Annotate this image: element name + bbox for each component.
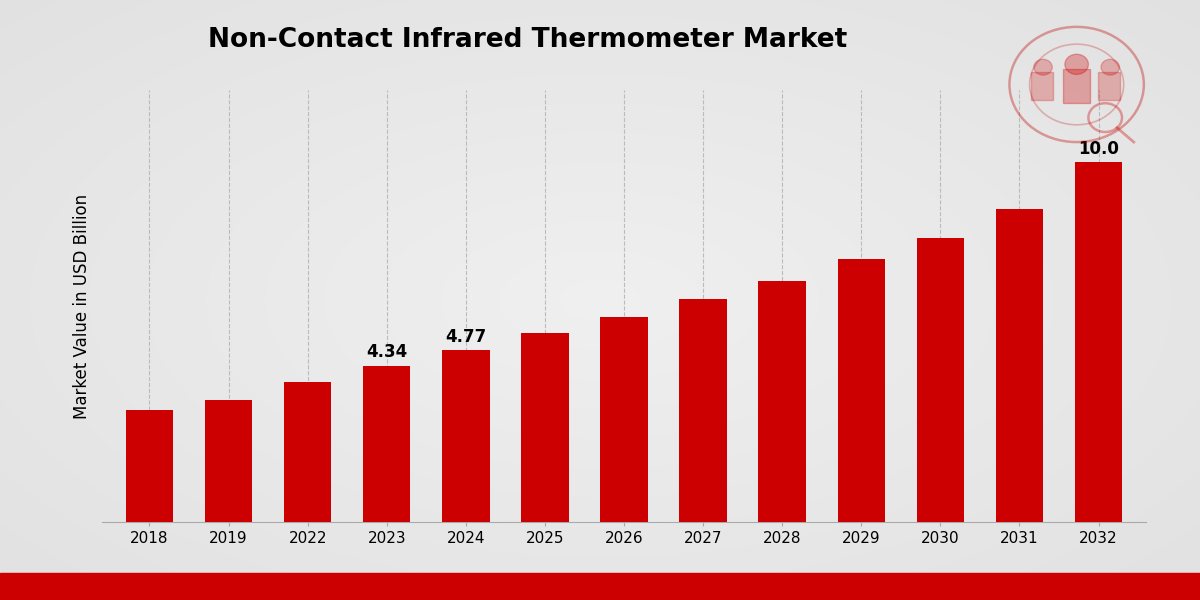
Bar xyxy=(838,259,884,522)
Bar xyxy=(284,382,331,522)
Bar xyxy=(1098,71,1121,100)
Text: 10.0: 10.0 xyxy=(1078,140,1118,158)
Bar xyxy=(1031,71,1054,100)
Text: 4.77: 4.77 xyxy=(445,328,486,346)
Circle shape xyxy=(1034,59,1052,75)
Y-axis label: Market Value in USD Billion: Market Value in USD Billion xyxy=(73,193,91,419)
Bar xyxy=(1075,162,1122,522)
Circle shape xyxy=(1102,59,1120,75)
Bar xyxy=(1063,68,1090,103)
Bar xyxy=(521,333,569,522)
Bar xyxy=(758,281,806,522)
Bar xyxy=(996,209,1043,522)
Bar xyxy=(917,238,964,522)
Text: 4.34: 4.34 xyxy=(366,343,407,361)
Bar xyxy=(205,400,252,522)
Bar xyxy=(600,317,648,522)
Bar xyxy=(364,366,410,522)
Circle shape xyxy=(1064,54,1088,74)
Bar xyxy=(442,350,490,522)
Bar xyxy=(126,410,173,522)
Bar xyxy=(679,299,727,522)
Text: Non-Contact Infrared Thermometer Market: Non-Contact Infrared Thermometer Market xyxy=(209,27,847,53)
